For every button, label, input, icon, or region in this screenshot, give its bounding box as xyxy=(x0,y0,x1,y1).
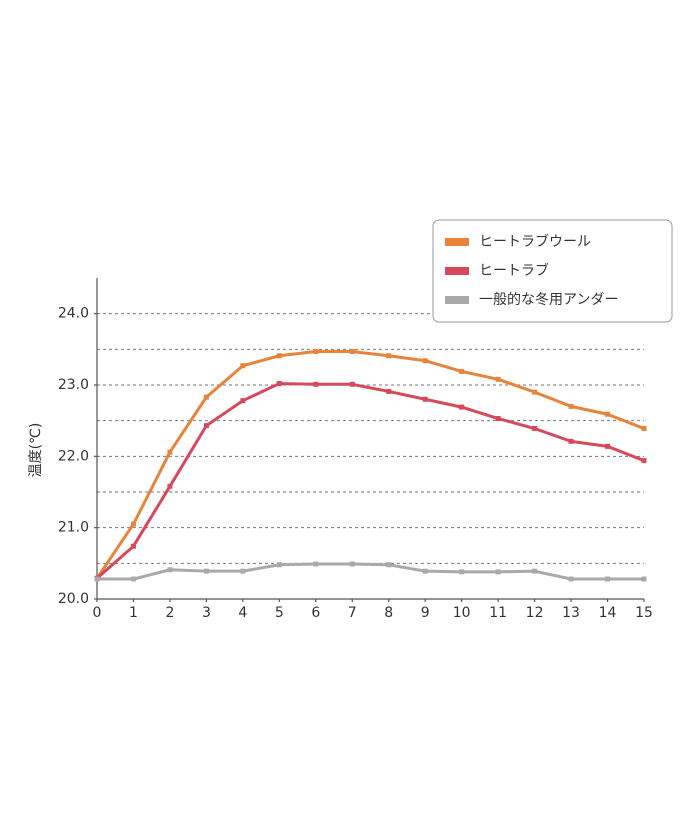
point-marker xyxy=(167,567,173,573)
point-marker xyxy=(203,568,209,574)
x-tick-label: 13 xyxy=(562,605,580,621)
point-marker xyxy=(605,576,611,582)
y-tick-label: 23.0 xyxy=(58,377,89,393)
point-marker xyxy=(532,568,538,574)
point-marker xyxy=(605,443,611,449)
x-tick-label: 0 xyxy=(93,605,102,621)
x-tick-label: 3 xyxy=(202,605,211,621)
point-marker xyxy=(605,411,611,417)
x-tick-label: 4 xyxy=(238,605,247,621)
point-marker xyxy=(94,576,100,582)
x-tick-label: 14 xyxy=(599,605,617,621)
point-marker xyxy=(568,438,574,444)
point-marker xyxy=(313,381,319,387)
point-marker xyxy=(422,396,428,402)
series-line xyxy=(97,562,644,581)
point-marker xyxy=(459,569,465,575)
point-marker xyxy=(422,568,428,574)
point-marker xyxy=(459,368,465,374)
point-marker xyxy=(495,569,501,575)
point-marker xyxy=(276,381,282,387)
series-line xyxy=(96,382,645,580)
point-marker xyxy=(130,521,136,527)
y-tick-label: 24.0 xyxy=(58,306,89,322)
x-tick-label: 11 xyxy=(489,605,507,621)
point-marker xyxy=(495,416,501,422)
point-marker xyxy=(349,561,355,567)
point-marker xyxy=(422,358,428,364)
y-tick-label: 22.0 xyxy=(58,448,89,464)
y-tick-label: 20.0 xyxy=(58,591,89,607)
x-tick-label: 10 xyxy=(453,605,471,621)
legend-box xyxy=(432,219,673,323)
legend-swatch xyxy=(445,296,469,304)
point-marker xyxy=(568,403,574,409)
y-tick-label: 21.0 xyxy=(58,520,89,536)
point-marker xyxy=(240,398,246,404)
point-marker xyxy=(130,543,136,549)
x-tick-label: 6 xyxy=(311,605,320,621)
x-tick-label: 5 xyxy=(275,605,284,621)
point-marker xyxy=(568,576,574,582)
legend-swatch xyxy=(445,238,469,246)
point-marker xyxy=(495,376,501,382)
point-marker xyxy=(203,394,209,400)
point-marker xyxy=(641,426,647,432)
legend-swatch xyxy=(445,267,469,275)
x-tick-label: 1 xyxy=(129,605,138,621)
series-line xyxy=(95,349,645,580)
legend-label: ヒートラブウール xyxy=(479,233,591,250)
point-marker xyxy=(386,388,392,394)
point-marker xyxy=(313,561,319,567)
x-tick-label: 8 xyxy=(384,605,393,621)
point-marker xyxy=(240,363,246,369)
x-tick-label: 7 xyxy=(348,605,357,621)
x-tick-label: 15 xyxy=(635,605,653,621)
point-marker xyxy=(203,423,209,429)
y-axis-label: 温度(℃) xyxy=(28,423,44,478)
point-marker xyxy=(313,348,319,354)
point-marker xyxy=(349,348,355,354)
point-marker xyxy=(276,353,282,359)
legend-label: ヒートラブ xyxy=(479,262,549,279)
point-marker xyxy=(386,353,392,359)
point-marker xyxy=(532,426,538,432)
x-tick-label: 2 xyxy=(165,605,174,621)
point-marker xyxy=(459,404,465,410)
point-marker xyxy=(641,458,647,464)
x-tick-label: 12 xyxy=(526,605,544,621)
point-marker xyxy=(167,449,173,455)
point-marker xyxy=(240,568,246,574)
legend-label: 一般的な冬用アンダー xyxy=(479,292,618,308)
point-marker xyxy=(641,576,647,582)
point-marker xyxy=(532,389,538,395)
point-marker xyxy=(130,576,136,582)
point-marker xyxy=(276,562,282,568)
point-marker xyxy=(386,562,392,568)
point-marker xyxy=(167,483,173,489)
x-tick-label: 9 xyxy=(421,605,430,621)
point-marker xyxy=(349,381,355,387)
